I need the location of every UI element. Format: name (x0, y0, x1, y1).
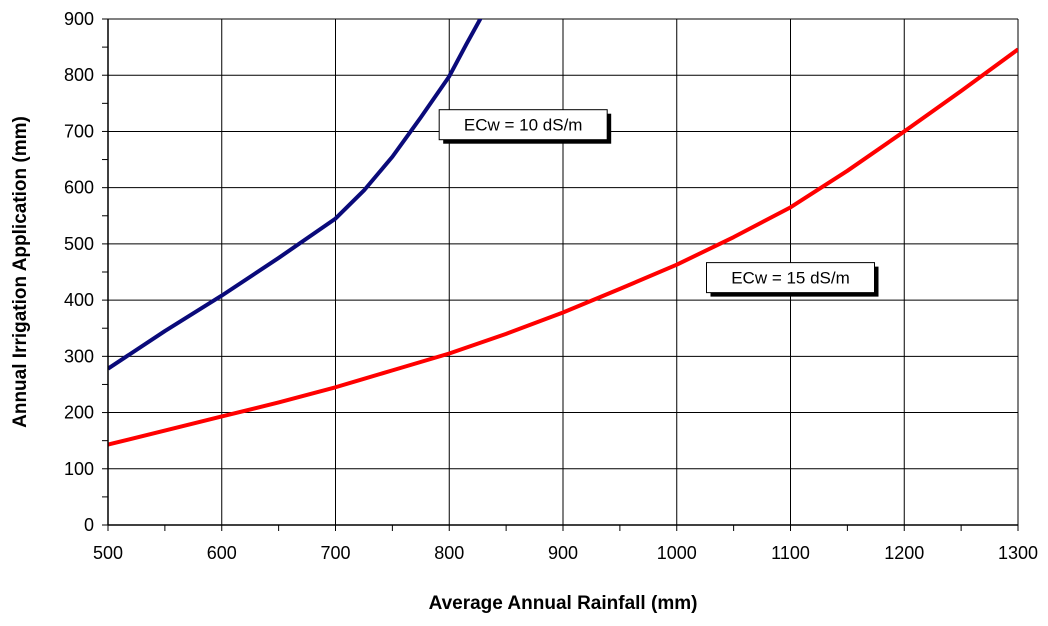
x-tick-label: 700 (320, 543, 350, 563)
x-tick-label: 500 (93, 543, 123, 563)
x-tick-label: 800 (434, 543, 464, 563)
y-tick-label: 100 (64, 459, 94, 479)
x-tick-label: 1100 (771, 543, 810, 563)
series-line-2 (108, 47, 1018, 447)
y-tick-label: 0 (84, 515, 94, 535)
series-line-1 (108, 19, 483, 371)
annotation-label: ECw = 10 dS/m (464, 116, 583, 135)
tick-labels: 500 600 700 800 900 1000 1100 1200 1300 0 100 200 30… (64, 9, 1038, 563)
x-tick-label: 1000 (657, 543, 697, 563)
x-tick-label: 900 (548, 543, 578, 563)
y-tick-label: 300 (64, 346, 94, 366)
y-tick-label: 700 (64, 121, 94, 141)
x-tick-label: 1300 (998, 543, 1038, 563)
y-tick-label: 600 (64, 178, 94, 198)
annotations: ECw = 10 dS/m ECw = 15 dS/m (438, 109, 879, 297)
y-tick-label: 200 (64, 403, 94, 423)
annotation-box-1: ECw = 10 dS/m (438, 109, 612, 144)
x-tick-label: 600 (207, 543, 237, 563)
y-tick-label: 900 (64, 9, 94, 29)
series-layer (108, 19, 1018, 447)
x-axis-title: Average Annual Rainfall (mm) (429, 593, 698, 614)
axes (102, 18, 1019, 531)
annotation-box-2: ECw = 15 dS/m (706, 262, 879, 297)
y-tick-label: 400 (64, 290, 94, 310)
annotation-frame (438, 109, 608, 141)
x-tick-label: 1200 (884, 543, 924, 563)
y-tick-label: 500 (64, 234, 94, 254)
annotation-label: ECw = 15 dS/m (731, 269, 850, 288)
y-axis-title: Annual Irrigation Application (mm) (10, 116, 31, 428)
y-tick-label: 800 (64, 65, 94, 85)
annotation-frame (706, 262, 875, 294)
